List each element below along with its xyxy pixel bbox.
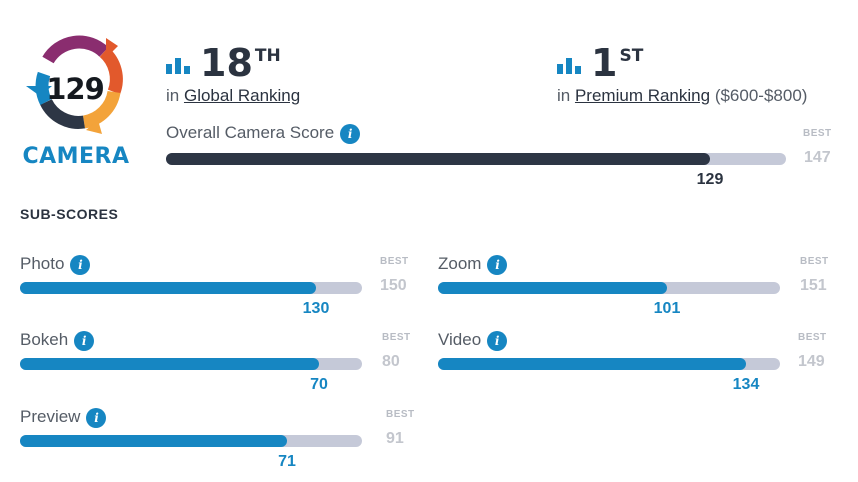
overall-score-value: 129 [696,171,724,188]
subscore-value: 134 [732,376,760,393]
subscore-photo: Photo i BEST 150 130 [20,254,440,324]
subscore-label: Video i [438,330,508,351]
subscore-zoom: Zoom i BEST 151 101 [438,254,858,324]
subscore-fill [438,358,746,370]
subscore-track [20,282,362,294]
premium-price-range: ($600-$800) [714,86,808,105]
subscore-label: Photo i [20,254,91,275]
subscore-track [20,358,362,370]
global-rank-prefix: in [166,86,180,105]
overall-score-label-text: Overall Camera Score [166,123,335,142]
overall-best-value: 147 [804,149,831,166]
subscore-best-value: 149 [798,353,825,370]
subscore-label-text: Photo [20,254,65,273]
subscore-value: 101 [653,300,681,317]
premium-ranking: 1 ST in Premium Ranking ($600-$800) [557,40,807,105]
premium-rank-suffix: ST [619,46,644,66]
subscore-best-value: 91 [386,430,404,447]
subscore-best-label: BEST [380,256,409,267]
subscore-fill [438,282,667,294]
subscore-best-value: 80 [382,353,400,370]
subscore-fill [20,435,287,447]
subscore-label: Preview i [20,407,107,428]
subscore-track [438,358,780,370]
subscore-best-label: BEST [800,256,829,267]
subscore-label: Zoom i [438,254,508,275]
subscore-value: 130 [302,300,330,317]
subscore-label-text: Preview [20,407,81,426]
logo-label: CAMERA [22,144,130,169]
subscore-label-text: Zoom [438,254,482,273]
global-ranking: 18 TH in Global Ranking [166,40,300,105]
bar-chart-icon [557,58,581,74]
premium-rank-number: 1 [591,41,618,85]
premium-ranking-link[interactable]: Premium Ranking [574,86,711,105]
subscores-heading: SUB-SCORES [20,206,119,222]
global-rank-suffix: TH [254,46,281,66]
bar-chart-icon [166,58,190,74]
subscore-best-label: BEST [386,409,415,420]
info-icon[interactable]: i [487,330,508,351]
overall-score-label: Overall Camera Score i [166,123,361,144]
subscore-video: Video i BEST 149 134 [438,330,858,400]
subscore-best-label: BEST [382,332,411,343]
info-icon[interactable]: i [487,254,508,275]
premium-rank-prefix: in [557,86,571,105]
subscore-label: Bokeh i [20,330,95,351]
overall-score-track [166,153,786,165]
subscore-fill [20,282,316,294]
subscore-label-text: Bokeh [20,330,69,349]
subscore-bokeh: Bokeh i BEST 80 70 [20,330,440,400]
global-rank-number: 18 [200,41,253,85]
info-icon[interactable]: i [340,123,361,144]
subscore-value: 70 [310,376,328,393]
subscore-value: 71 [278,453,296,470]
global-ranking-link[interactable]: Global Ranking [183,86,301,105]
subscore-best-label: BEST [798,332,827,343]
subscore-label-text: Video [438,330,482,349]
subscore-fill [20,358,319,370]
overall-best-label: BEST [803,128,832,139]
overall-score-fill [166,153,710,165]
subscore-preview: Preview i BEST 91 71 [20,407,440,477]
score-ring-icon [26,35,123,134]
info-icon[interactable]: i [74,330,95,351]
subscore-track [20,435,362,447]
info-icon[interactable]: i [70,254,91,275]
subscore-best-value: 150 [380,277,407,294]
info-icon[interactable]: i [86,407,107,428]
logo-score: 129 [46,70,105,108]
subscore-best-value: 151 [800,277,827,294]
subscore-track [438,282,780,294]
